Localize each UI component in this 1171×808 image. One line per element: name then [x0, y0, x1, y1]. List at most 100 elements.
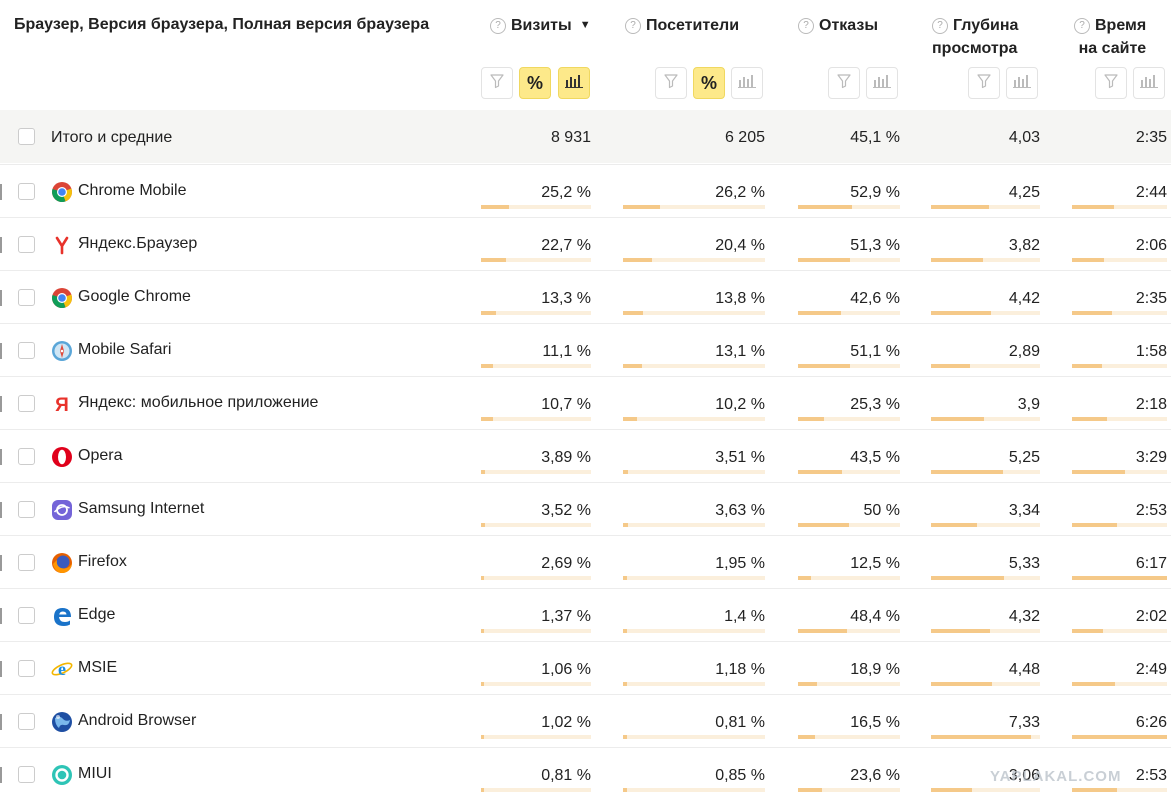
bar-chart-toggle[interactable]: [1006, 67, 1038, 99]
table-row[interactable]: Edge 1,37 % 1,4 % 48,4 % 4,32 2:02: [0, 588, 1171, 641]
filter-button[interactable]: [481, 67, 513, 99]
help-icon[interactable]: ?: [490, 18, 506, 34]
metric-bar: [931, 576, 1040, 580]
table-row[interactable]: MIUI 0,81 % 0,85 % 23,6 % 3,06 2:53: [0, 747, 1171, 800]
metric-value: 22,7 %: [541, 237, 591, 254]
table-row[interactable]: Mobile Safari 11,1 % 13,1 % 51,1 % 2,89 1:58: [0, 323, 1171, 376]
metric-bar: [481, 735, 591, 739]
metric-bar-fill: [798, 258, 850, 262]
table-row[interactable]: Я Яндекс: мобильное приложение 10,7 % 10,2 …: [0, 376, 1171, 429]
filter-button[interactable]: [1095, 67, 1127, 99]
total-value: 45,1 %: [850, 129, 900, 146]
metric-bar: [1072, 258, 1167, 262]
metric-bar: [798, 523, 900, 527]
row-checkbox[interactable]: [18, 660, 35, 677]
metric-value: 2:06: [1135, 237, 1167, 254]
metric-bar: [481, 258, 591, 262]
metric-bar: [931, 311, 1040, 315]
metric-value: 2,69 %: [541, 555, 591, 572]
bar-chart-toggle[interactable]: [1133, 67, 1165, 99]
percent-toggle[interactable]: %: [519, 67, 551, 99]
help-icon[interactable]: ?: [798, 18, 814, 34]
metric-value: 3,63 %: [715, 502, 765, 519]
row-checkbox[interactable]: [18, 289, 35, 306]
bar-chart-icon: [873, 74, 891, 93]
edge-icon: [51, 605, 73, 627]
safari-icon: [51, 340, 73, 362]
metric-bar: [623, 735, 765, 739]
metric-bar-fill: [1072, 470, 1125, 474]
metric-value: 43,5 %: [850, 449, 900, 466]
filter-button[interactable]: [968, 67, 1000, 99]
sort-desc-icon[interactable]: ▼: [579, 19, 591, 31]
row-marker: [0, 555, 2, 571]
row-checkbox[interactable]: [18, 183, 35, 200]
table-row[interactable]: Samsung Internet 3,52 % 3,63 % 50 % 3,34 2:53: [0, 482, 1171, 535]
dimension-header[interactable]: Браузер, Версия браузера, Полная версия …: [14, 16, 430, 33]
row-checkbox[interactable]: [18, 236, 35, 253]
metric-bar-fill: [798, 629, 847, 633]
filter-button[interactable]: [655, 67, 687, 99]
table-row[interactable]: Firefox 2,69 % 1,95 % 12,5 % 5,33 6:17: [0, 535, 1171, 588]
metric-bar: [798, 629, 900, 633]
metric-value: 1,95 %: [715, 555, 765, 572]
metric-bar: [623, 629, 765, 633]
filter-button[interactable]: [828, 67, 860, 99]
metric-value: 26,2 %: [715, 184, 765, 201]
bar-chart-toggle[interactable]: [866, 67, 898, 99]
table-row[interactable]: Android Browser 1,02 % 0,81 % 16,5 % 7,33 6:2…: [0, 694, 1171, 747]
metric-value: 6:26: [1135, 714, 1167, 731]
column-header[interactable]: ? Посетители: [625, 14, 739, 37]
metric-bar: [798, 735, 900, 739]
bar-chart-toggle[interactable]: [558, 67, 590, 99]
metric-bar: [798, 311, 900, 315]
metric-bar-fill: [931, 311, 991, 315]
metric-bar-fill: [623, 735, 627, 739]
row-checkbox[interactable]: [18, 501, 35, 518]
row-checkbox[interactable]: [18, 607, 35, 624]
percent-toggle[interactable]: %: [693, 67, 725, 99]
browser-name: Яндекс.Браузер: [78, 235, 198, 252]
metric-value: 51,3 %: [850, 237, 900, 254]
browser-name: MSIE: [78, 659, 118, 676]
filter-icon: [663, 73, 679, 94]
metric-value: 0,81 %: [715, 714, 765, 731]
help-icon[interactable]: ?: [932, 18, 948, 34]
metric-bar-fill: [623, 311, 643, 315]
metric-bar-fill: [931, 576, 1004, 580]
row-checkbox[interactable]: [18, 448, 35, 465]
row-checkbox[interactable]: [18, 395, 35, 412]
bar-chart-toggle[interactable]: [731, 67, 763, 99]
row-checkbox[interactable]: [18, 554, 35, 571]
column-header[interactable]: ? Время на сайте: [1074, 14, 1146, 60]
column-header[interactable]: ? Глубина просмотра: [932, 14, 1018, 60]
total-checkbox[interactable]: [18, 128, 35, 145]
metric-bar: [798, 417, 900, 421]
metric-value: 13,8 %: [715, 290, 765, 307]
metric-value: 2:49: [1135, 661, 1167, 678]
row-checkbox[interactable]: [18, 342, 35, 359]
help-icon[interactable]: ?: [1074, 18, 1090, 34]
metric-bar-fill: [1072, 205, 1114, 209]
row-checkbox[interactable]: [18, 713, 35, 730]
table-row[interactable]: e MSIE 1,06 % 1,18 % 18,9 % 4,48 2:49: [0, 641, 1171, 694]
browser-name: Android Browser: [78, 712, 197, 729]
metric-bar-fill: [623, 576, 627, 580]
table-row[interactable]: Chrome Mobile 25,2 % 26,2 % 52,9 % 4,25 2:44: [0, 164, 1171, 217]
column-header[interactable]: ? Визиты ▼: [490, 14, 591, 37]
column-header[interactable]: ? Отказы: [798, 14, 878, 37]
metric-bar-fill: [1072, 735, 1167, 739]
yandex-app-icon: Я: [51, 393, 73, 416]
column-title: Посетители: [646, 17, 740, 34]
table-row[interactable]: Opera 3,89 % 3,51 % 43,5 % 5,25 3:29: [0, 429, 1171, 482]
table-row[interactable]: Google Chrome 13,3 % 13,8 % 42,6 % 4,42 2:35: [0, 270, 1171, 323]
help-icon[interactable]: ?: [625, 18, 641, 34]
row-checkbox[interactable]: [18, 766, 35, 783]
metric-bar-fill: [481, 523, 485, 527]
metric-bar: [798, 205, 900, 209]
metric-bar: [1072, 205, 1167, 209]
metric-value: 0,81 %: [541, 767, 591, 784]
metric-bar-fill: [481, 788, 484, 792]
browser-name: Opera: [78, 447, 123, 464]
table-row[interactable]: Яндекс.Браузер 22,7 % 20,4 % 51,3 % 3,82 2:06: [0, 217, 1171, 270]
